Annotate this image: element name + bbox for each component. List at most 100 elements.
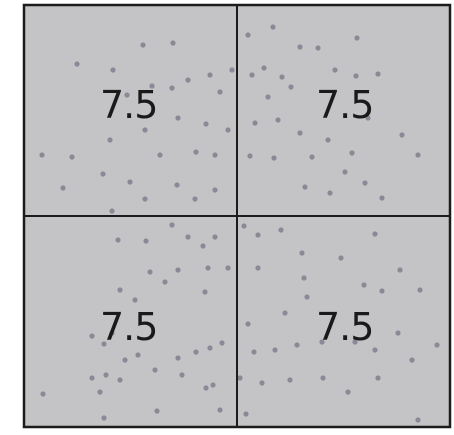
scatter-dot	[117, 287, 123, 293]
scatter-dot	[103, 372, 109, 378]
scatter-dot	[255, 232, 261, 238]
scatter-dot	[301, 275, 307, 281]
scatter-dot	[365, 115, 371, 121]
scatter-dot	[212, 152, 218, 158]
quadrant-bottom-left-label: 7.5	[100, 305, 157, 349]
scatter-dot	[325, 137, 331, 143]
scatter-dot	[309, 154, 315, 160]
scatter-dot	[354, 35, 360, 41]
scatter-dot	[169, 85, 175, 91]
scatter-dot	[362, 180, 368, 186]
scatter-dot	[100, 171, 106, 177]
scatter-dot	[142, 196, 148, 202]
scatter-dot	[434, 342, 440, 348]
scatter-dot	[107, 137, 113, 143]
scatter-dot	[375, 71, 381, 77]
scatter-dot	[361, 282, 367, 288]
scatter-dot	[39, 152, 45, 158]
scatter-dot	[315, 45, 321, 51]
scatter-dot	[115, 237, 121, 243]
scatter-dot	[279, 74, 285, 80]
quadrant-top-left-label: 7.5	[100, 83, 157, 127]
scatter-dot	[217, 407, 223, 413]
scatter-dot	[395, 330, 401, 336]
scatter-dot	[179, 372, 185, 378]
scatter-dot	[185, 77, 191, 83]
scatter-dot	[127, 179, 133, 185]
scatter-dot	[349, 150, 355, 156]
scatter-dot	[245, 321, 251, 327]
scatter-dot	[143, 238, 149, 244]
scatter-dot	[261, 65, 267, 71]
scatter-dot	[397, 267, 403, 273]
scatter-dot	[162, 279, 168, 285]
scatter-dot	[97, 389, 103, 395]
scatter-dot	[203, 121, 209, 127]
scatter-dot	[132, 297, 138, 303]
scatter-dot	[207, 72, 213, 78]
scatter-dot	[147, 269, 153, 275]
scatter-dot	[249, 72, 255, 78]
scatter-dot	[282, 310, 288, 316]
scatter-dot	[135, 352, 141, 358]
scatter-dot	[352, 339, 358, 345]
scatter-dot	[327, 190, 333, 196]
scatter-dot	[275, 117, 281, 123]
quadrant-bottom-right-label: 7.5	[316, 305, 373, 349]
scatter-dot	[203, 385, 209, 391]
scatter-dot	[124, 92, 130, 98]
scatter-dot	[205, 265, 211, 271]
scatter-dot	[122, 357, 128, 363]
scatter-dot	[210, 382, 216, 388]
scatter-dot	[225, 127, 231, 133]
scatter-dot	[89, 375, 95, 381]
scatter-dot	[297, 44, 303, 50]
scatter-dot	[229, 67, 235, 73]
scatter-dot	[170, 40, 176, 46]
scatter-dot	[225, 265, 231, 271]
scatter-dot	[372, 347, 378, 353]
scatter-dot	[149, 83, 155, 89]
scatter-dot	[101, 415, 107, 421]
scatter-dot	[200, 243, 206, 249]
scatter-dot	[252, 120, 258, 126]
scatter-dot	[202, 289, 208, 295]
scatter-dot	[175, 115, 181, 121]
scatter-dot	[251, 349, 257, 355]
scatter-dot	[89, 333, 95, 339]
scatter-dot	[152, 367, 158, 373]
scatter-dot	[247, 153, 253, 159]
scatter-dot	[140, 42, 146, 48]
scatter-dot	[193, 149, 199, 155]
scatter-dot	[399, 132, 405, 138]
scatter-dot	[40, 391, 46, 397]
scatter-dot	[299, 250, 305, 256]
scatter-dot	[342, 169, 348, 175]
scatter-dot	[207, 345, 213, 351]
scatter-dot	[212, 234, 218, 240]
scatter-dot	[379, 288, 385, 294]
scatter-dot	[294, 342, 300, 348]
scatter-dot	[304, 294, 310, 300]
scatter-dot	[271, 155, 277, 161]
scatter-dot	[237, 375, 243, 381]
scatter-dot	[241, 223, 247, 229]
scatter-dot	[217, 89, 223, 95]
scatter-dot	[288, 84, 294, 90]
scatter-dot	[192, 196, 198, 202]
scatter-dot	[255, 265, 261, 271]
scatter-dot	[319, 339, 325, 345]
scatter-dot	[417, 287, 423, 293]
scatter-dot	[345, 389, 351, 395]
scatter-dot	[372, 231, 378, 237]
scatter-dot	[109, 330, 115, 336]
scatter-dot	[169, 222, 175, 228]
scatter-dot	[245, 32, 251, 38]
scatter-dot	[332, 67, 338, 73]
scatter-dot	[60, 185, 66, 191]
scatter-dot	[259, 380, 265, 386]
scatter-dot	[142, 127, 148, 133]
scatter-dot	[157, 152, 163, 158]
scatter-dot	[297, 130, 303, 136]
